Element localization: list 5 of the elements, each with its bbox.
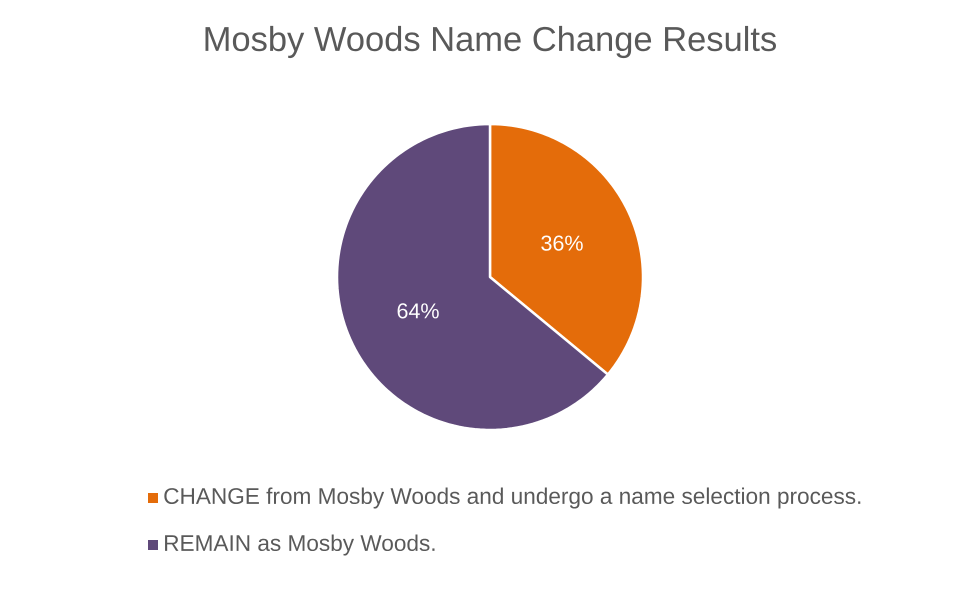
legend-label: CHANGE from Mosby Woods and undergo a name selection process. [164, 487, 860, 509]
chart-title: Mosby Woods Name Change Results [206, 26, 776, 58]
data-label: 36% [541, 236, 583, 251]
data-label: 64% [398, 303, 439, 318]
legend-label: REMAIN as Mosby Woods. [165, 534, 435, 556]
